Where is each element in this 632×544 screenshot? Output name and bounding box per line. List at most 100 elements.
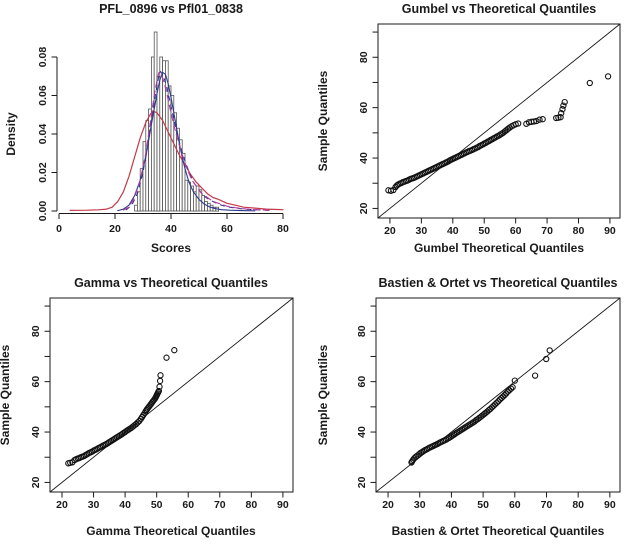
data-point [546,347,553,354]
histogram-bar [184,179,189,212]
histogram-bar [137,191,141,212]
x-tick-label: 80 [573,225,585,237]
x-tick-label: 40 [165,223,177,235]
histogram-bar [142,141,147,212]
gamma-title: Gamma vs Theoretical Quantiles [74,276,268,290]
bastien-y-axis-label: Sample Quantiles [316,344,330,445]
identity-line [49,297,294,493]
x-tick-label: 90 [604,499,616,511]
x-tick-label: 50 [151,499,163,511]
x-tick-label: 30 [416,225,428,237]
data-point [531,372,539,379]
x-tick-label: 80 [277,223,289,235]
data-point [533,117,540,125]
data-point [134,419,141,426]
data-point [495,398,502,405]
data-point [501,391,508,399]
gamma-y-axis-label: Sample Quantiles [0,344,12,445]
y-tick-label: 80 [30,325,42,337]
histogram-bar [187,181,191,212]
bastien-qq-chart: Bastien & Ortet vs Theoretical Quantiles… [316,276,621,538]
histogram-bar [153,31,158,212]
x-tick-label: 80 [572,499,584,511]
gumbel-qq-chart: Gumbel vs Theoretical Quantiles Gumbel T… [316,2,621,255]
data-point [539,116,546,123]
x-tick-label: 40 [119,499,131,511]
histogram-y-axis-label: Density [4,112,18,156]
data-point [530,118,538,125]
data-point [503,390,510,397]
x-tick-label: 80 [245,499,257,511]
x-tick-label: 40 [447,225,459,237]
x-tick-label: 50 [477,499,489,511]
magenta-dashed-fit-curve [122,71,270,211]
x-tick-label: 40 [446,499,458,511]
data-point [511,377,518,384]
data-point [475,143,482,151]
y-tick-label: 40 [358,152,370,164]
histogram-bar [156,75,161,212]
y-tick-label: 20 [358,202,370,214]
y-tick-label: 0.04 [37,124,49,145]
data-point [557,114,564,121]
histogram-title: PFL_0896 vs Pfl01_0838 [99,2,243,16]
data-point [493,399,500,406]
data-point [536,116,543,123]
y-tick-label: 0.00 [37,201,49,222]
histogram-bar [162,60,166,212]
x-tick-label: 60 [221,223,233,235]
x-tick-label: 60 [182,499,194,511]
histogram-bar [151,56,155,212]
identity-line [377,23,621,219]
x-tick-label: 90 [277,499,289,511]
plot-frame [375,297,621,493]
data-point [586,79,593,87]
x-tick-label: 90 [604,225,616,237]
gumbel-qq-panel: Gumbel vs Theoretical Quantiles Gumbel T… [316,0,632,272]
data-point [559,106,566,113]
plot-frame [49,297,294,493]
y-tick-label: 60 [30,376,42,388]
y-tick-label: 0.08 [37,47,49,68]
histogram-bar [134,204,138,212]
gamma-x-axis-label: Gamma Theoretical Quantiles [86,524,256,538]
x-tick-label: 20 [382,499,394,511]
data-point [553,114,560,122]
histogram-panel: PFL_0896 vs Pfl01_0838 Scores Density 0 2… [0,0,316,272]
y-tick-label: 20 [30,476,42,488]
data-point [558,110,565,117]
histogram-chart: PFL_0896 vs Pfl01_0838 Scores Density 0 2… [4,2,289,255]
plot-frame [377,23,621,219]
x-tick-label: 70 [214,499,226,511]
x-tick-label: 20 [109,223,121,235]
y-tick-label: 0.06 [37,85,49,106]
bastien-x-axis-label: Bastien & Ortet Theoretical Quantiles [392,524,605,538]
y-tick-label: 40 [30,426,42,438]
gamma-qq-panel: Gamma vs Theoretical Quantiles Gamma The… [0,272,316,544]
x-tick-label: 0 [56,223,62,235]
gumbel-title: Gumbel vs Theoretical Quantiles [402,2,597,16]
bastien-plot-area: 20 30 40 50 60 70 80 90 20 40 60 80 [356,297,621,511]
gumbel-y-axis-label: Sample Quantiles [316,70,330,171]
navy-dashed-fit-curve [125,70,273,211]
y-tick-label: 60 [356,376,368,388]
data-point [156,377,164,385]
data-point [561,98,568,106]
x-tick-label: 60 [510,225,522,237]
bastien-title: Bastien & Ortet vs Theoretical Quantiles [379,276,618,290]
data-point [155,387,163,395]
y-tick-label: 80 [356,325,368,337]
data-point [515,120,522,127]
x-tick-label: 50 [478,225,490,237]
y-tick-label: 60 [358,102,370,114]
gumbel-plot-area: 20 30 40 50 60 70 80 90 20 40 60 80 [358,23,621,237]
gamma-qq-chart: Gamma vs Theoretical Quantiles Gamma The… [0,276,294,538]
data-point [560,102,567,109]
data-point [163,354,170,361]
y-tick-label: 20 [356,476,368,488]
x-tick-label: 20 [384,225,396,237]
data-point [171,347,178,354]
red-solid-fit-curve [69,110,284,211]
x-tick-label: 70 [541,225,553,237]
x-tick-label: 30 [414,499,426,511]
